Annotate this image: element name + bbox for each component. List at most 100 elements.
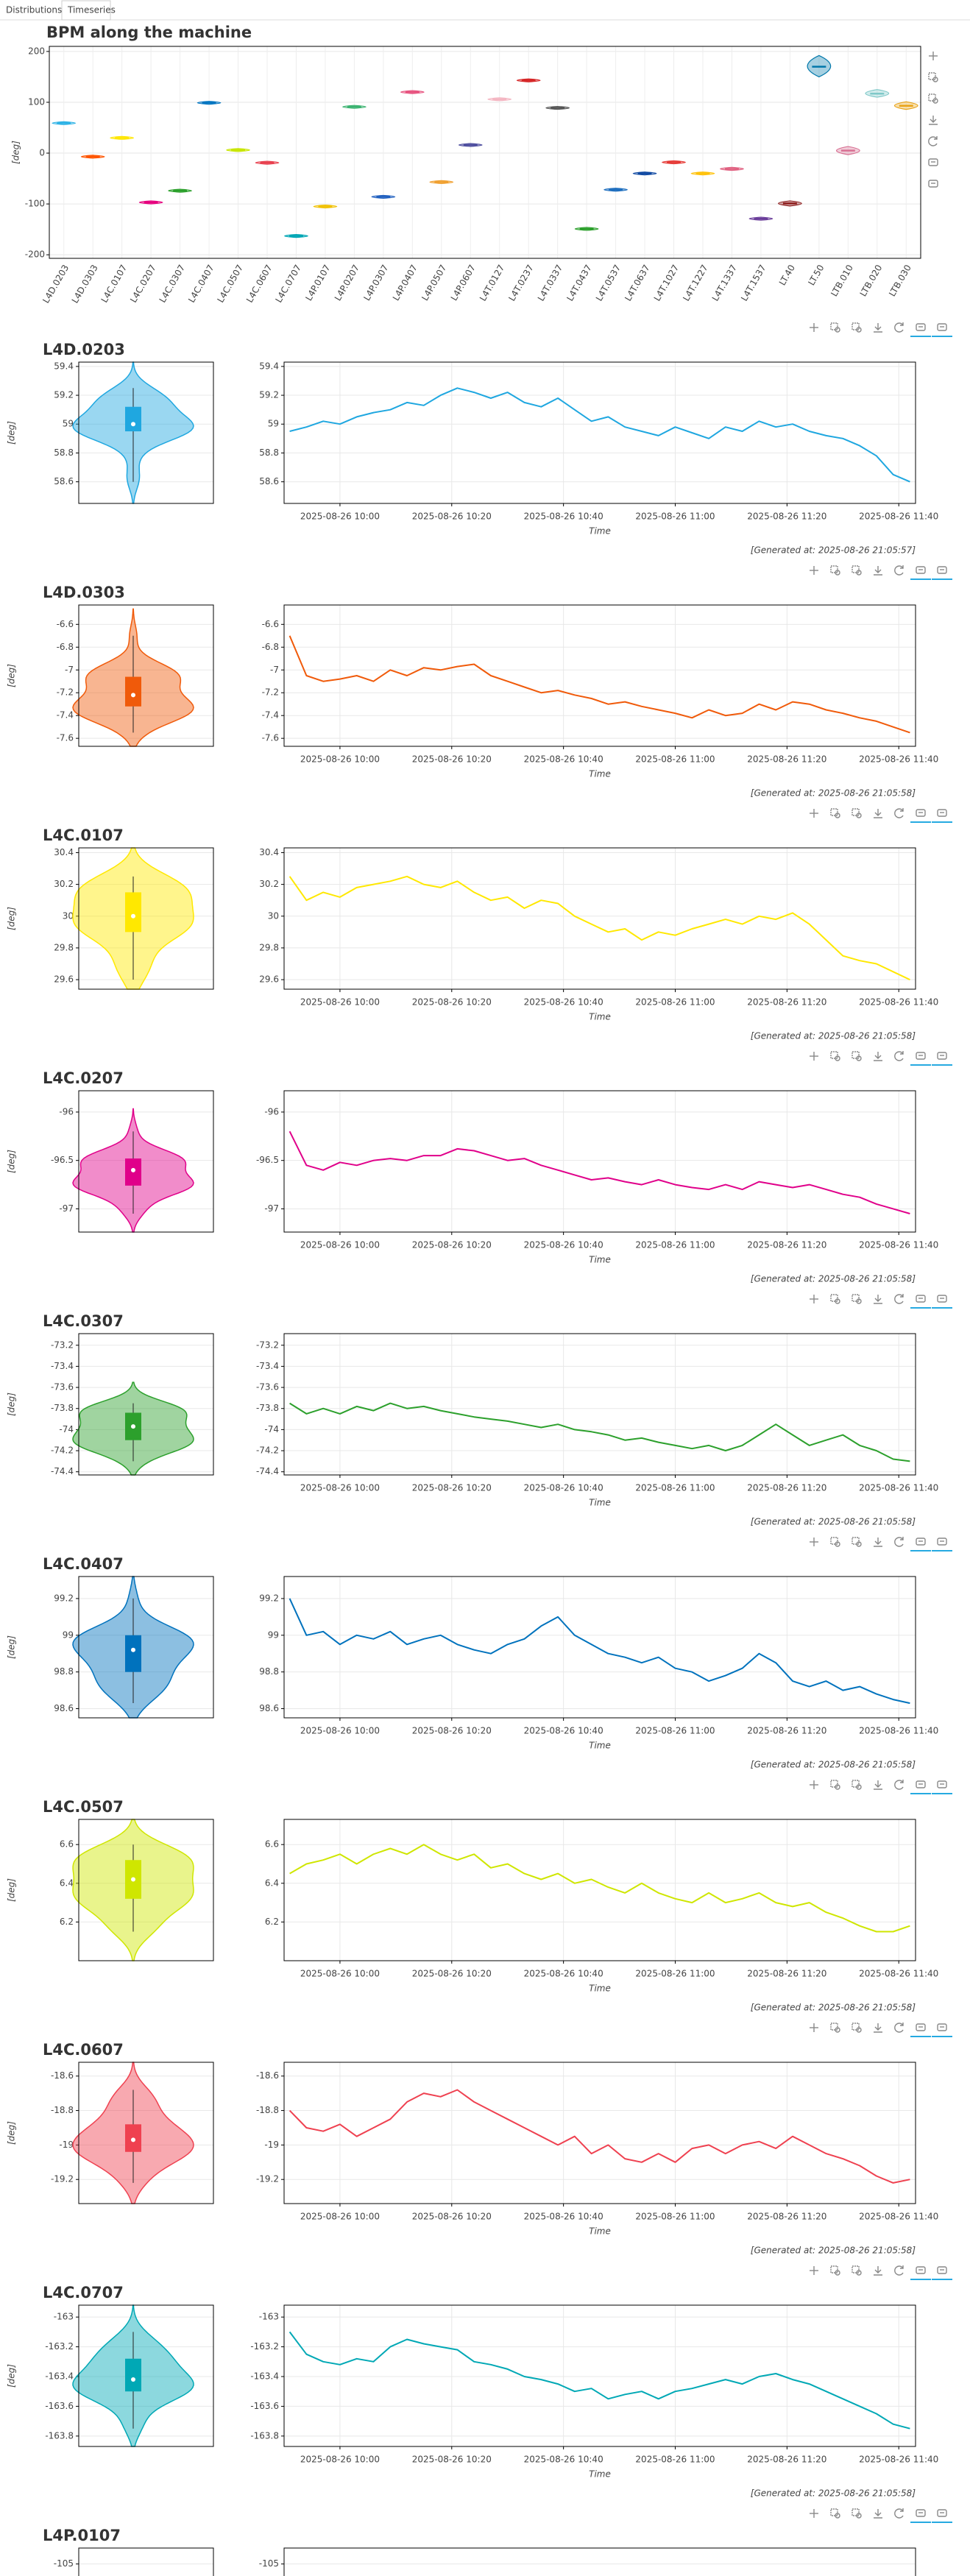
toolbar-button[interactable] <box>830 2508 840 2519</box>
toolbar-button[interactable] <box>894 808 904 818</box>
toolbar-button[interactable] <box>852 1537 862 1547</box>
toolbar-icon <box>852 322 860 330</box>
y-tick-label: 200 <box>28 46 45 56</box>
x-tick-label: 2025-08-26 10:40 <box>524 2455 603 2465</box>
x-tick-label: 2025-08-26 11:40 <box>859 1726 938 1736</box>
toolbar-button[interactable] <box>830 1780 840 1790</box>
toolbar-button[interactable] <box>874 2023 882 2033</box>
toolbar-button[interactable] <box>874 1295 882 1304</box>
toolbar-button[interactable] <box>830 322 840 333</box>
toolbar-button[interactable] <box>874 1052 882 1061</box>
tab[interactable]: Distributions <box>6 5 62 15</box>
toolbar-button[interactable] <box>894 2265 904 2276</box>
toolbar-button[interactable] <box>894 322 904 333</box>
toolbar-button[interactable] <box>874 2509 882 2519</box>
toolbar-button[interactable] <box>928 158 938 166</box>
toolbar-button[interactable] <box>932 1295 952 1309</box>
toolbar-button[interactable] <box>894 1537 904 1547</box>
toolbar-button[interactable] <box>932 2509 952 2523</box>
toolbar-button[interactable] <box>910 2509 931 2523</box>
toolbar-button[interactable] <box>928 72 938 82</box>
toolbar-button[interactable] <box>852 2023 862 2033</box>
toolbar-button[interactable] <box>874 1538 882 1547</box>
toolbar-button[interactable] <box>929 116 938 125</box>
toolbar-button[interactable] <box>928 136 938 146</box>
toolbar-button[interactable] <box>929 52 938 60</box>
toolbar-button[interactable] <box>932 323 952 337</box>
toolbar-icon <box>937 1052 947 1060</box>
y-tick-label: 30 <box>63 910 74 921</box>
toolbar-button[interactable] <box>910 1295 931 1309</box>
toolbar-button[interactable] <box>910 2266 931 2280</box>
toolbar-button[interactable] <box>910 2023 931 2037</box>
chart-title: L4P.0107 <box>43 2527 121 2544</box>
toolbar-button[interactable] <box>874 2266 882 2276</box>
toolbar-button[interactable] <box>852 1780 862 1790</box>
toolbar-button[interactable] <box>852 1294 862 1304</box>
toolbar-button[interactable] <box>874 323 882 333</box>
x-tick-label: L4T.1227 <box>681 263 709 302</box>
toolbar-button[interactable] <box>830 1537 840 1547</box>
toolbar-button[interactable] <box>810 809 818 818</box>
toolbar-button[interactable] <box>852 565 862 576</box>
toolbar-button[interactable] <box>810 323 818 332</box>
toolbar-button[interactable] <box>874 566 882 576</box>
toolbar-button[interactable] <box>830 2023 840 2033</box>
toolbar-icon <box>856 327 862 333</box>
toolbar-icon <box>937 1780 947 1788</box>
toolbar-icon <box>830 322 838 330</box>
toolbar-button[interactable] <box>810 566 818 575</box>
toolbar-button[interactable] <box>928 180 938 188</box>
toolbar-button[interactable] <box>932 1052 952 1066</box>
toolbar-icon <box>916 1780 926 1788</box>
toolbar-button[interactable] <box>894 2508 904 2519</box>
footnote: [Generated at: 2025-08-26 21:05:58] <box>751 2003 916 2013</box>
toolbar-button[interactable] <box>852 1051 862 1061</box>
toolbar-button[interactable] <box>910 323 931 337</box>
toolbar-button[interactable] <box>932 809 952 823</box>
toolbar-button[interactable] <box>830 565 840 576</box>
toolbar-button[interactable] <box>874 809 882 818</box>
toolbar-button[interactable] <box>852 2508 862 2519</box>
toolbar-button[interactable] <box>810 1295 818 1303</box>
x-tick-label: L4P.0507 <box>419 263 448 302</box>
tab-active[interactable] <box>61 0 111 21</box>
y-tick-label: -7.4 <box>262 710 279 721</box>
toolbar-button[interactable] <box>810 1780 818 1789</box>
toolbar-button[interactable] <box>810 2266 818 2275</box>
toolbar-button[interactable] <box>910 1538 931 1551</box>
toolbar-button[interactable] <box>910 809 931 823</box>
toolbar-button[interactable] <box>830 1294 840 1304</box>
toolbar-button[interactable] <box>810 1538 818 1546</box>
toolbar-button[interactable] <box>852 322 862 333</box>
toolbar-button[interactable] <box>810 2509 818 2518</box>
toolbar-button[interactable] <box>932 2023 952 2037</box>
toolbar-button[interactable] <box>932 1538 952 1551</box>
toolbar-button[interactable] <box>810 2023 818 2032</box>
toolbar-button[interactable] <box>932 566 952 580</box>
toolbar-button[interactable] <box>928 93 938 104</box>
tab[interactable]: Timeseries <box>67 5 116 15</box>
toolbar-button[interactable] <box>894 565 904 576</box>
toolbar-button[interactable] <box>932 2266 952 2280</box>
toolbar-button[interactable] <box>894 1051 904 1061</box>
x-tick-label: 2025-08-26 11:00 <box>635 1483 715 1493</box>
toolbar-button[interactable] <box>894 1294 904 1304</box>
x-axis-label: Time <box>589 1012 611 1022</box>
x-tick-label: 2025-08-26 11:20 <box>747 512 826 522</box>
toolbar-icon <box>928 136 938 146</box>
toolbar-button[interactable] <box>810 1052 818 1061</box>
y-tick-label: -18.6 <box>256 2070 279 2081</box>
toolbar-button[interactable] <box>830 1051 840 1061</box>
toolbar-button[interactable] <box>894 1780 904 1790</box>
toolbar-button[interactable] <box>852 2265 862 2276</box>
toolbar-button[interactable] <box>910 1052 931 1066</box>
toolbar-button[interactable] <box>894 2023 904 2033</box>
toolbar-button[interactable] <box>830 2265 840 2276</box>
toolbar-button[interactable] <box>910 566 931 580</box>
toolbar-button[interactable] <box>932 1780 952 1794</box>
toolbar-button[interactable] <box>874 1780 882 1790</box>
toolbar-button[interactable] <box>830 808 840 818</box>
toolbar-button[interactable] <box>852 808 862 818</box>
toolbar-button[interactable] <box>910 1780 931 1794</box>
